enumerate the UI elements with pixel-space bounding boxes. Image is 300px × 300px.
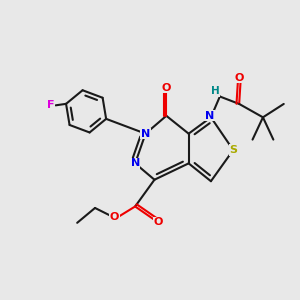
Text: F: F (46, 100, 54, 110)
Text: S: S (229, 145, 237, 155)
Text: O: O (162, 82, 171, 93)
Text: O: O (153, 217, 163, 227)
Text: H: H (211, 86, 220, 96)
Text: O: O (110, 212, 119, 222)
Text: N: N (130, 158, 140, 168)
Text: N: N (141, 129, 150, 139)
Text: O: O (235, 73, 244, 83)
Text: N: N (205, 111, 214, 121)
